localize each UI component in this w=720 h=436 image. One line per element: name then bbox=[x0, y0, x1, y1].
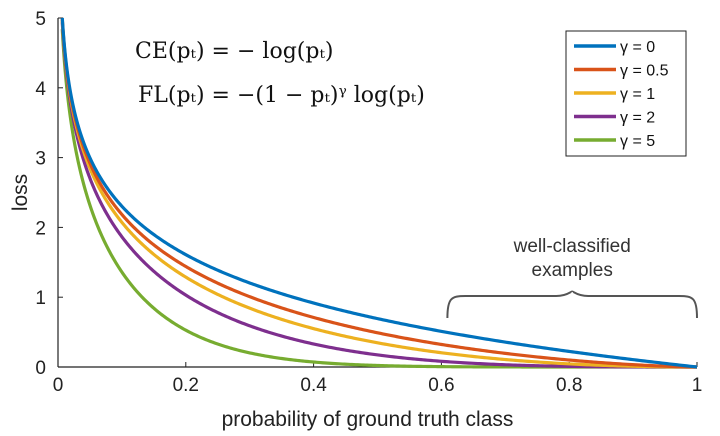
y-tick-label: 3 bbox=[35, 149, 46, 170]
legend-entry: γ = 2 bbox=[620, 110, 655, 127]
y-tick-label: 4 bbox=[35, 79, 46, 100]
y-axis-label: loss bbox=[9, 174, 32, 211]
x-tick-label: 0.6 bbox=[428, 375, 454, 396]
x-tick-label: 1 bbox=[692, 375, 703, 396]
legend-entry: γ = 1 bbox=[620, 86, 655, 103]
x-axis-label: probability of ground truth class bbox=[222, 408, 514, 431]
legend-entry: γ = 0 bbox=[620, 39, 655, 56]
legend-entry: γ = 5 bbox=[620, 133, 655, 150]
series-line-gamma-0-5 bbox=[60, 17, 698, 369]
legend-entry: γ = 0.5 bbox=[620, 63, 669, 80]
x-tick-label: 0 bbox=[53, 375, 64, 396]
series-line-gamma-0 bbox=[60, 16, 698, 369]
formula-fl: FL(pₜ) = −(1 − pₜ)ᵞ log(pₜ) bbox=[138, 83, 425, 108]
x-tick-label: 0.8 bbox=[556, 375, 582, 396]
annotation-line-1: well-classified bbox=[513, 236, 631, 257]
annotation-line-2: examples bbox=[532, 260, 613, 281]
x-tick-label: 0.2 bbox=[173, 375, 199, 396]
legend: γ = 0 γ = 0.5 γ = 1 γ = 2 γ = 5 bbox=[565, 30, 687, 157]
x-tick-label: 0.4 bbox=[300, 375, 327, 396]
series-line-gamma-2 bbox=[60, 21, 697, 369]
formula-ce: CE(pₜ) = − log(pₜ) bbox=[135, 39, 333, 64]
y-tick-label: 5 bbox=[35, 9, 46, 30]
y-tick-label: 1 bbox=[35, 288, 46, 309]
axes: 0 0.2 0.4 0.6 0.8 1 0 1 2 3 4 5 bbox=[35, 9, 702, 396]
y-tick-label: 2 bbox=[35, 218, 46, 239]
series-line-gamma-1 bbox=[60, 19, 697, 369]
annotation-brace bbox=[446, 290, 698, 319]
y-tick-label: 0 bbox=[35, 358, 46, 379]
series-lines bbox=[60, 16, 698, 369]
